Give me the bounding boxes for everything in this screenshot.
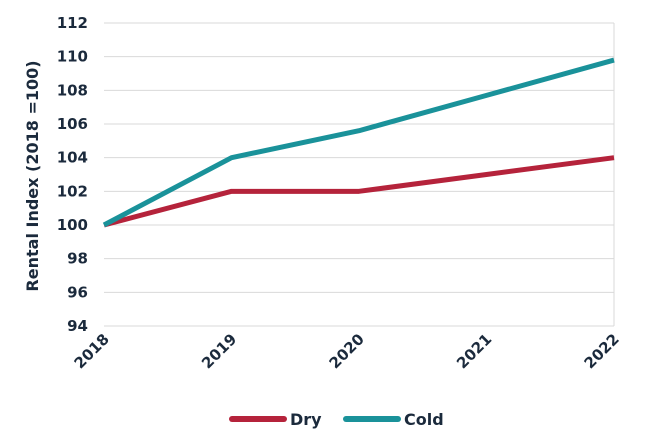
y-tick-label: 96 (67, 283, 88, 301)
x-tick-label: 2022 (581, 330, 623, 372)
legend-label-cold: Cold (404, 410, 444, 429)
y-tick-label: 98 (67, 250, 88, 268)
y-tick-label: 102 (57, 182, 88, 200)
grid-lines (104, 22, 615, 327)
legend-label-dry: Dry (290, 410, 322, 429)
x-tick-label: 2018 (71, 330, 113, 372)
series-line-cold (102, 57, 615, 228)
y-tick-label: 104 (57, 149, 88, 167)
x-axis-ticks: 2018 2019 2020 2021 2022 (71, 330, 623, 372)
y-tick-label: 110 (57, 48, 88, 66)
x-tick-label: 2020 (326, 330, 368, 372)
y-axis-title: Rental Index (2018 =100) (23, 60, 42, 291)
y-tick-label: 112 (57, 14, 88, 32)
y-tick-label: 94 (67, 317, 88, 335)
series-lines (102, 57, 615, 228)
y-axis-ticks: 94 96 98 100 102 104 106 108 110 112 (57, 14, 88, 335)
x-tick-label: 2021 (453, 330, 495, 372)
y-tick-label: 106 (57, 115, 88, 133)
x-tick-label: 2019 (198, 330, 240, 372)
y-tick-label: 108 (57, 81, 88, 99)
series-line-dry (103, 155, 615, 228)
legend: Dry Cold (229, 410, 444, 429)
y-tick-label: 100 (57, 216, 88, 234)
